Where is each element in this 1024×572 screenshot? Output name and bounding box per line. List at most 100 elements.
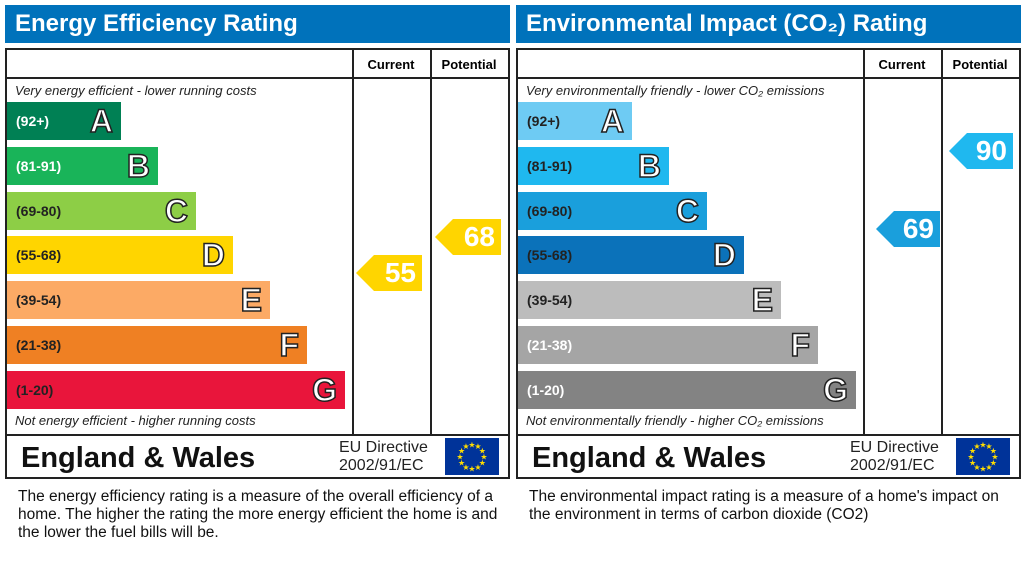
panel-title: Environmental Impact (CO₂) Rating [516,5,1021,43]
band-letter: C [164,192,189,230]
band-letter: E [240,281,263,319]
svg-text:★: ★ [969,459,976,468]
directive-line: 2002/91/EC [339,457,424,474]
svg-text:★: ★ [969,447,976,456]
band-range: (39-54) [527,292,573,308]
band-range: (69-80) [527,203,573,219]
footer: England & Wales EU Directive 2002/91/EC ★… [518,434,1019,477]
band-range: (69-80) [16,203,62,219]
svg-text:★: ★ [458,459,465,468]
svg-text:★: ★ [468,465,475,474]
divider [430,50,432,434]
band-range: (55-68) [527,247,573,263]
band-letter: G [822,371,848,409]
band-a: (92+) A [7,102,121,140]
svg-text:★: ★ [479,459,486,468]
band-range: (81-91) [16,158,62,174]
band-range: (39-54) [16,292,62,308]
directive-line: 2002/91/EC [850,457,935,474]
eu-directive: EU Directive 2002/91/EC [339,439,428,475]
top-note: Very environmentally friendly - lower CO… [526,83,825,98]
region-label: England & Wales [21,442,256,474]
divider [352,50,354,434]
svg-text:★: ★ [991,453,998,462]
band-letter: A [600,102,625,140]
band-range: (1-20) [16,382,54,398]
potential-rating-arrow: 68 [435,219,501,255]
header-blank [518,50,863,79]
panel-title: Energy Efficiency Rating [5,5,510,43]
energy-efficiency-panel: Energy Efficiency Rating Current Potenti… [5,0,511,572]
band-letter: D [201,236,226,274]
current-rating-value: 69 [902,213,934,244]
band-letter: E [751,281,774,319]
svg-text:★: ★ [462,463,469,472]
band-range: (55-68) [16,247,62,263]
header-current: Current [863,50,941,79]
rating-table: Current Potential Very environmentally f… [516,48,1021,479]
band-f: (21-38) F [7,326,307,364]
band-e: (39-54) E [7,281,270,319]
band-g: (1-20) G [518,371,856,409]
band-a: (92+) A [518,102,632,140]
band-g: (1-20) G [7,371,345,409]
environmental-impact-panel: Environmental Impact (CO₂) Rating Curren… [516,0,1022,572]
band-letter: F [279,326,300,364]
svg-text:★: ★ [479,447,486,456]
svg-text:★: ★ [458,447,465,456]
band-letter: D [712,236,737,274]
band-letter: A [89,102,114,140]
band-range: (21-38) [16,337,62,353]
svg-text:★: ★ [973,463,980,472]
svg-text:★: ★ [967,453,974,462]
band-e: (39-54) E [518,281,781,319]
band-range: (92+) [527,113,561,129]
svg-text:★: ★ [462,442,469,451]
band-b: (81-91) B [7,147,158,185]
svg-text:★: ★ [985,463,992,472]
current-rating-arrow: 69 [876,211,940,247]
svg-text:★: ★ [456,453,463,462]
eu-flag-icon: ★ ★ ★ ★ ★ ★ ★ ★ ★ ★ ★ ★ [445,438,499,475]
band-c: (69-80) C [518,192,707,230]
current-rating-value: 55 [384,257,416,288]
svg-text:★: ★ [990,459,997,468]
band-range: (21-38) [527,337,573,353]
svg-text:★: ★ [979,441,986,450]
band-range: (92+) [16,113,50,129]
header-blank [7,50,352,79]
band-letter: F [790,326,811,364]
svg-text:★: ★ [474,463,481,472]
bottom-note: Not environmentally friendly - higher CO… [526,413,824,428]
potential-rating-value: 68 [463,221,495,252]
top-note: Very energy efficient - lower running co… [15,83,257,98]
directive-line: EU Directive [850,439,939,456]
band-range: (81-91) [527,158,573,174]
band-letter: B [637,147,662,185]
potential-rating-arrow: 90 [949,133,1013,169]
svg-text:★: ★ [468,441,475,450]
description: The environmental impact rating is a mea… [529,488,999,523]
rating-table: Current Potential Very energy efficient … [5,48,510,479]
band-letter: G [311,371,337,409]
footer: England & Wales EU Directive 2002/91/EC ★… [7,434,508,477]
eu-flag-icon: ★ ★ ★ ★ ★ ★ ★ ★ ★ ★ ★ ★ [956,438,1010,475]
band-d: (55-68) D [518,236,744,274]
band-c: (69-80) C [7,192,196,230]
band-f: (21-38) F [518,326,818,364]
bottom-note: Not energy efficient - higher running co… [15,413,256,428]
band-letter: C [675,192,700,230]
divider [941,50,943,434]
svg-text:★: ★ [474,442,481,451]
description: The energy efficiency rating is a measur… [18,488,498,541]
header-potential: Potential [430,50,508,79]
divider [863,50,865,434]
potential-rating-value: 90 [975,135,1007,166]
svg-text:★: ★ [979,465,986,474]
band-d: (55-68) D [7,236,233,274]
directive-line: EU Directive [339,439,428,456]
band-b: (81-91) B [518,147,669,185]
current-rating-arrow: 55 [356,255,422,291]
band-letter: B [126,147,151,185]
band-range: (1-20) [527,382,565,398]
